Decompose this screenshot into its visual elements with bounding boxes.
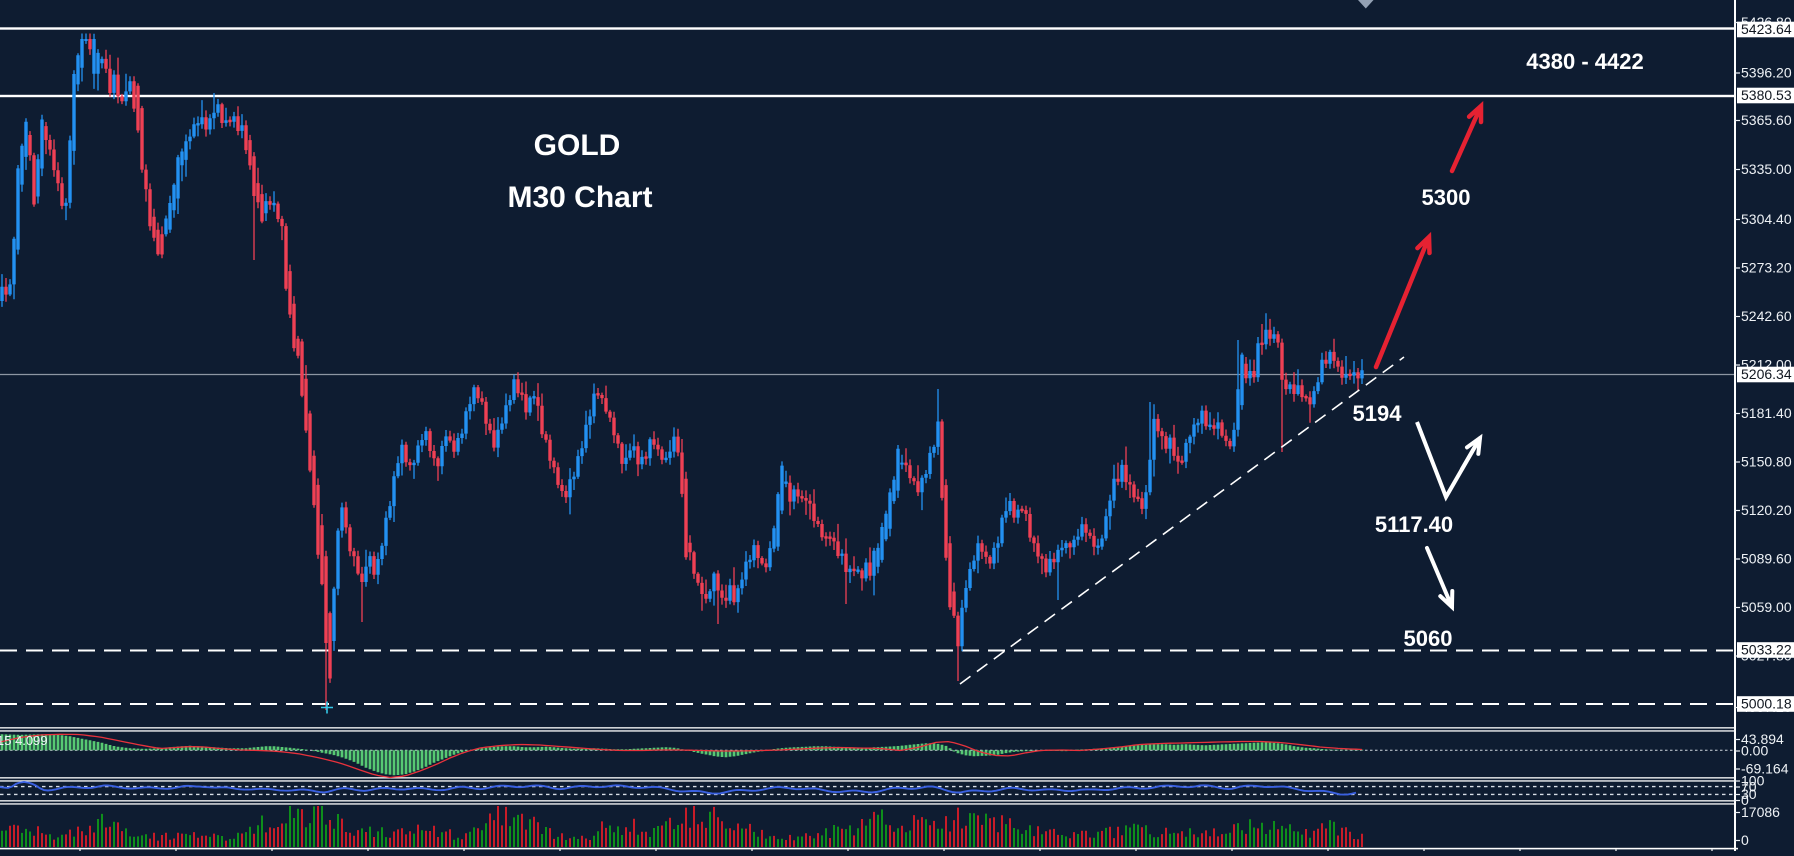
svg-text:0: 0 xyxy=(1741,792,1749,808)
svg-text:70: 70 xyxy=(1741,779,1757,795)
svg-text:5365.60: 5365.60 xyxy=(1741,112,1792,128)
svg-text:5304.40: 5304.40 xyxy=(1741,211,1792,227)
svg-text:5120.20: 5120.20 xyxy=(1741,502,1792,518)
svg-text:4380 - 4422: 4380 - 4422 xyxy=(1526,49,1643,74)
svg-text:5206.34: 5206.34 xyxy=(1741,366,1792,382)
svg-text:15 4.099: 15 4.099 xyxy=(0,733,48,748)
svg-text:5150.80: 5150.80 xyxy=(1741,454,1792,470)
svg-text:5181.40: 5181.40 xyxy=(1741,405,1792,421)
svg-text:5300: 5300 xyxy=(1422,185,1471,210)
svg-text:-69.164: -69.164 xyxy=(1741,761,1789,777)
svg-text:100: 100 xyxy=(1741,773,1765,789)
svg-text:5396.20: 5396.20 xyxy=(1741,65,1792,81)
svg-text:5059.00: 5059.00 xyxy=(1741,599,1792,615)
svg-text:5273.20: 5273.20 xyxy=(1741,260,1792,276)
svg-text:0: 0 xyxy=(1741,832,1749,848)
svg-text:5380.53: 5380.53 xyxy=(1741,87,1792,103)
svg-text:5194: 5194 xyxy=(1353,401,1403,426)
svg-text:5000.18: 5000.18 xyxy=(1741,696,1792,712)
svg-text:17086: 17086 xyxy=(1741,804,1780,820)
svg-text:5242.60: 5242.60 xyxy=(1741,308,1792,324)
svg-text:5089.60: 5089.60 xyxy=(1741,551,1792,567)
svg-text:5335.00: 5335.00 xyxy=(1741,161,1792,177)
svg-text:5423.64: 5423.64 xyxy=(1741,21,1792,37)
svg-text:0.00: 0.00 xyxy=(1741,743,1768,759)
svg-text:GOLD: GOLD xyxy=(534,129,621,162)
svg-text:M30 Chart: M30 Chart xyxy=(507,181,652,214)
svg-text:5117.40: 5117.40 xyxy=(1375,512,1453,537)
svg-text:5033.22: 5033.22 xyxy=(1741,642,1792,658)
svg-text:30: 30 xyxy=(1741,786,1757,802)
svg-text:43.894: 43.894 xyxy=(1741,731,1784,747)
svg-text:5060: 5060 xyxy=(1404,626,1453,651)
